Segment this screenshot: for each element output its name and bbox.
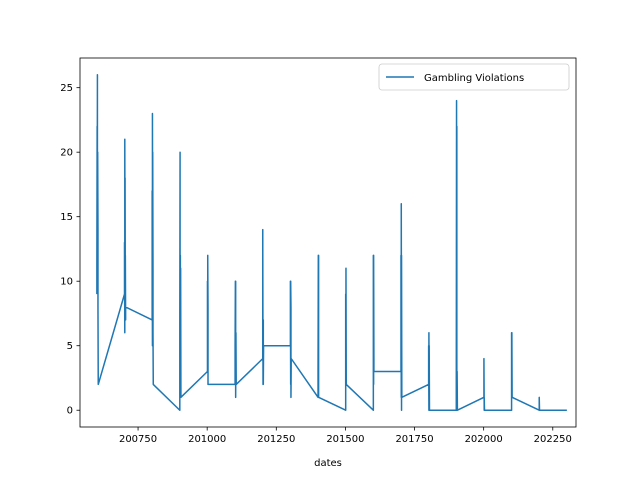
y-tick-label: 5 xyxy=(67,341,73,352)
y-tick-label: 15 xyxy=(60,212,73,223)
y-axis-ticks: 0 5 10 15 20 25 xyxy=(60,83,80,417)
series-line-group xyxy=(96,74,567,411)
x-tick-label: 200750 xyxy=(119,434,157,445)
x-tick-label: 201500 xyxy=(326,434,364,445)
x-tick-label: 201750 xyxy=(395,434,433,445)
x-tick-label: 201000 xyxy=(188,434,226,445)
x-axis-label: dates xyxy=(314,458,342,469)
legend-box xyxy=(378,63,570,91)
x-tick-label: 201250 xyxy=(257,434,295,445)
y-tick-label: 0 xyxy=(67,406,73,417)
series-line-0 xyxy=(96,74,567,411)
y-tick-label: 10 xyxy=(60,277,73,288)
x-tick-label: 202000 xyxy=(465,434,503,445)
axes-frame xyxy=(79,57,577,428)
legend-entry-label: Gambling Violations xyxy=(424,73,524,84)
x-tick-label: 202250 xyxy=(534,434,572,445)
legend: Gambling Violations xyxy=(378,63,570,91)
plot-frame xyxy=(79,57,577,428)
y-tick-label: 20 xyxy=(60,148,73,159)
y-tick-label: 25 xyxy=(60,83,73,94)
x-axis-ticks: 200750 201000 201250 201500 201750 202000 2022… xyxy=(119,427,572,445)
